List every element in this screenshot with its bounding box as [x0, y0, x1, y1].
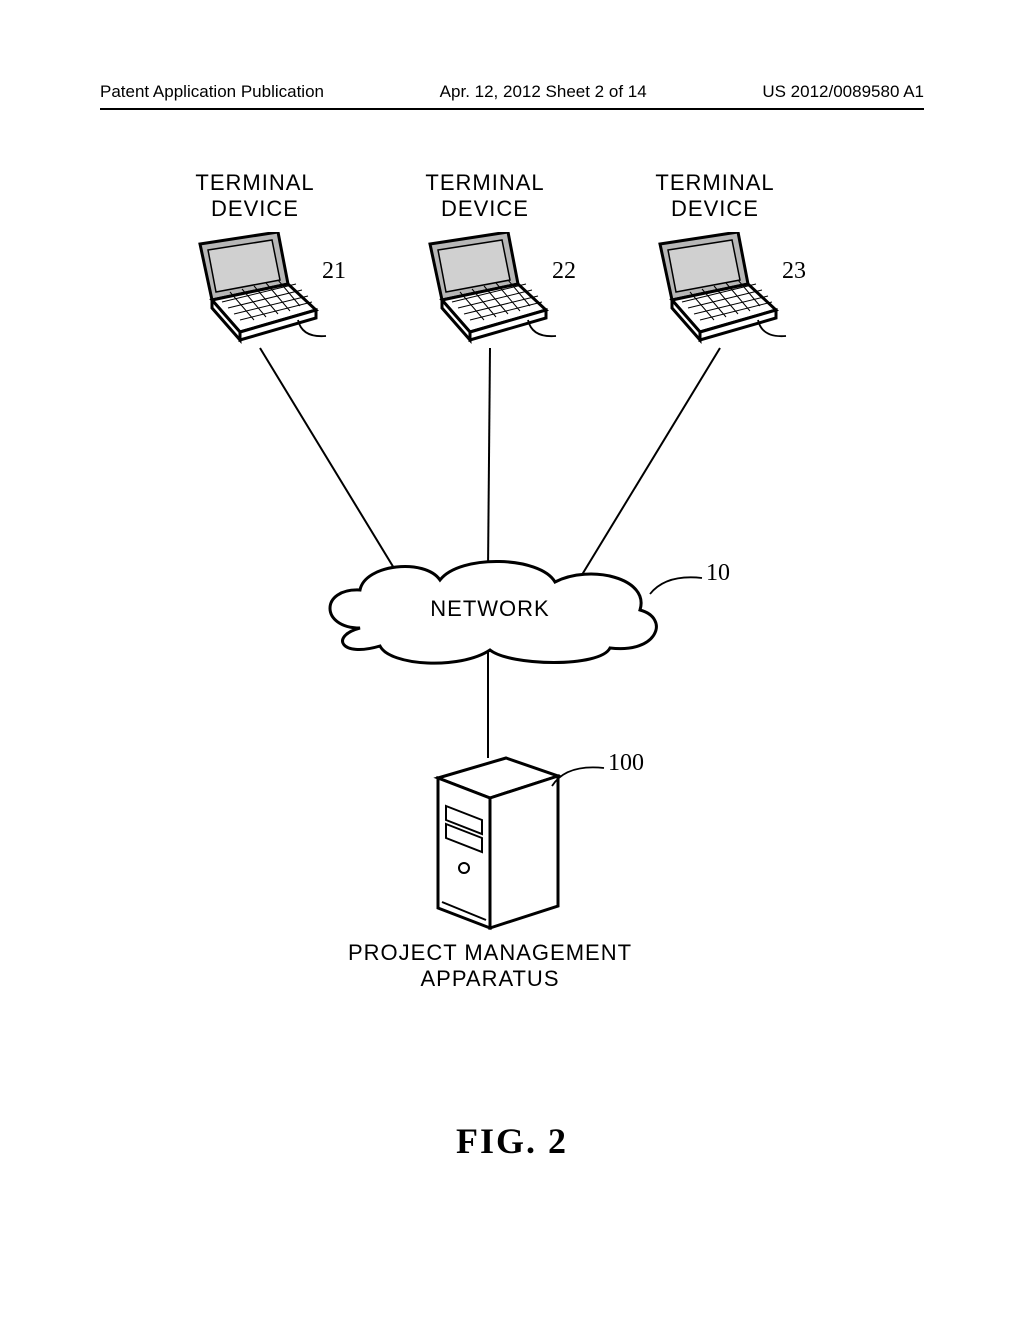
- header-center: Apr. 12, 2012 Sheet 2 of 14: [440, 82, 647, 102]
- figure-label: FIG. 2: [0, 1120, 1024, 1162]
- network-cloud: NETWORK: [310, 558, 670, 673]
- server-label: PROJECT MANAGEMENT APPARATUS: [310, 940, 670, 992]
- page-header: Patent Application Publication Apr. 12, …: [100, 82, 924, 110]
- network-label: NETWORK: [310, 596, 670, 622]
- ref-100: 100: [608, 750, 644, 777]
- header-left: Patent Application Publication: [100, 82, 324, 102]
- network-diagram: TERMINAL DEVICE TERMINAL DEVICE TERMINAL…: [0, 170, 1024, 1070]
- ref-10: 10: [706, 560, 730, 587]
- header-right: US 2012/0089580 A1: [762, 82, 924, 102]
